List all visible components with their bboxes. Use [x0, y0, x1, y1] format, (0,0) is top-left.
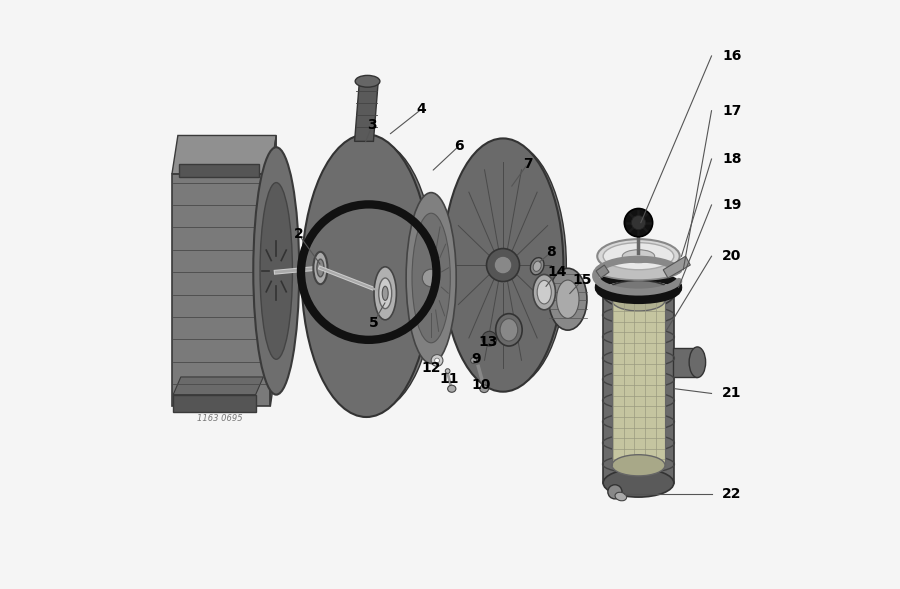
Ellipse shape: [612, 455, 665, 476]
Ellipse shape: [379, 278, 392, 309]
Ellipse shape: [452, 143, 566, 388]
Circle shape: [487, 249, 519, 282]
Ellipse shape: [482, 331, 497, 346]
Circle shape: [494, 256, 512, 274]
Ellipse shape: [533, 261, 541, 272]
Text: 4: 4: [417, 102, 427, 116]
Circle shape: [608, 485, 622, 499]
Polygon shape: [270, 135, 276, 406]
Text: 17: 17: [722, 104, 742, 118]
Ellipse shape: [406, 193, 456, 363]
Ellipse shape: [537, 280, 552, 304]
Text: 21: 21: [722, 386, 742, 401]
Ellipse shape: [549, 269, 587, 330]
Ellipse shape: [603, 243, 674, 270]
Text: 14: 14: [547, 265, 567, 279]
Text: 13: 13: [479, 335, 498, 349]
Circle shape: [632, 216, 645, 230]
Ellipse shape: [603, 280, 674, 309]
Ellipse shape: [471, 358, 476, 363]
Text: 18: 18: [722, 152, 742, 166]
Polygon shape: [672, 348, 698, 377]
Ellipse shape: [615, 492, 626, 501]
Polygon shape: [179, 164, 258, 177]
Text: 15: 15: [572, 273, 592, 287]
Circle shape: [431, 355, 443, 366]
Ellipse shape: [412, 213, 450, 343]
Ellipse shape: [689, 347, 706, 378]
Polygon shape: [172, 174, 270, 406]
Polygon shape: [173, 377, 264, 395]
Text: 22: 22: [722, 487, 742, 501]
Ellipse shape: [317, 259, 324, 277]
Ellipse shape: [500, 319, 518, 341]
Circle shape: [435, 358, 439, 363]
Ellipse shape: [533, 274, 555, 310]
Ellipse shape: [313, 252, 328, 284]
Text: 16: 16: [722, 49, 742, 63]
Ellipse shape: [260, 183, 292, 359]
Ellipse shape: [622, 250, 654, 263]
Ellipse shape: [612, 290, 665, 311]
Ellipse shape: [302, 134, 431, 417]
Text: 6: 6: [454, 139, 464, 153]
Ellipse shape: [446, 369, 450, 373]
Text: 1163 0695: 1163 0695: [197, 414, 243, 423]
Text: 8: 8: [546, 245, 556, 259]
Ellipse shape: [556, 280, 579, 318]
Text: 11: 11: [439, 372, 459, 386]
Ellipse shape: [596, 260, 681, 280]
Text: 7: 7: [523, 157, 533, 171]
Polygon shape: [612, 300, 665, 465]
Ellipse shape: [598, 239, 680, 273]
Ellipse shape: [530, 257, 544, 275]
Text: 20: 20: [722, 249, 742, 263]
Text: 19: 19: [722, 198, 742, 212]
Polygon shape: [172, 135, 276, 174]
Ellipse shape: [311, 140, 436, 411]
Ellipse shape: [382, 286, 388, 300]
Ellipse shape: [496, 314, 522, 346]
Ellipse shape: [374, 267, 396, 320]
Ellipse shape: [253, 147, 299, 395]
Ellipse shape: [443, 138, 563, 392]
Ellipse shape: [447, 385, 456, 392]
Polygon shape: [663, 256, 690, 278]
Circle shape: [625, 209, 652, 237]
Polygon shape: [173, 395, 256, 412]
Ellipse shape: [603, 469, 674, 497]
Text: 10: 10: [471, 378, 491, 392]
Ellipse shape: [480, 385, 489, 393]
Text: 3: 3: [367, 118, 377, 132]
Polygon shape: [596, 265, 609, 278]
Text: 9: 9: [471, 352, 481, 366]
Text: 2: 2: [293, 227, 303, 241]
Polygon shape: [603, 294, 674, 483]
Text: 5: 5: [369, 316, 378, 330]
Circle shape: [422, 269, 440, 287]
Polygon shape: [355, 82, 378, 141]
Text: 12: 12: [421, 360, 441, 375]
Ellipse shape: [356, 75, 380, 87]
